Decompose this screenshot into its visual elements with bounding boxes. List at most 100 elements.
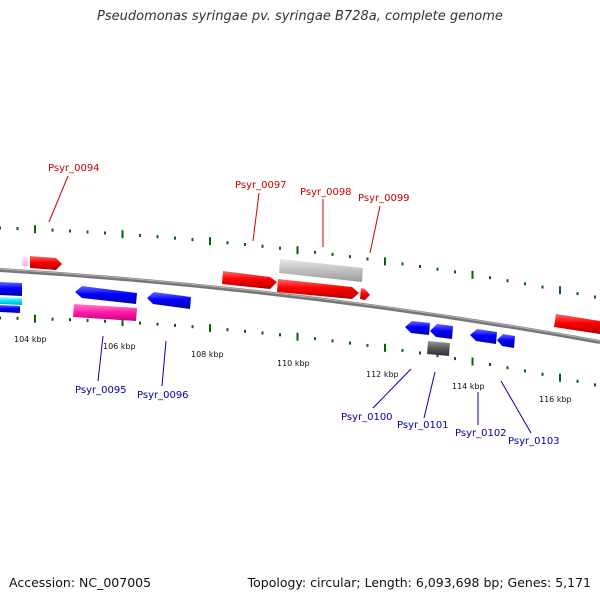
outer-tick-18 <box>314 250 316 254</box>
inner-tick-3 <box>51 317 54 321</box>
inner-tick-17 <box>296 332 299 341</box>
outer-tick-11 <box>191 238 194 242</box>
gene-psyr-0097-arrow[interactable] <box>222 271 277 289</box>
gene-psyr-0098-arrow[interactable] <box>277 279 359 299</box>
inner-tick-24 <box>419 351 421 355</box>
scale-labels: 104 kbp 106 kbp 108 kbp 110 kbp 112 kbp … <box>14 335 572 404</box>
outer-tick-10 <box>174 236 176 240</box>
gene-psyr-0095-pink-feature[interactable] <box>73 304 137 321</box>
scale-label-108: 108 kbp <box>191 350 224 359</box>
gene-label-psyr-0098[interactable]: Psyr_0098 <box>300 187 352 198</box>
outer-tick-20 <box>349 255 351 259</box>
inner-tick-8 <box>139 321 141 325</box>
inner-tick-18 <box>314 337 316 341</box>
outer-tick-28 <box>489 276 491 280</box>
leader-psyr-0103 <box>500 380 532 434</box>
scale-label-110: 110 kbp <box>277 359 310 368</box>
inner-tick-2 <box>34 314 36 323</box>
inner-tick-0 <box>0 316 1 320</box>
gene-psyr-0101-arrow[interactable] <box>430 324 453 339</box>
outer-tick-9 <box>156 235 159 239</box>
gene-label-psyr-0097[interactable]: Psyr_0097 <box>235 180 287 191</box>
scale-label-114: 114 kbp <box>452 382 485 391</box>
outer-tick-17 <box>296 246 299 255</box>
gene-label-psyr-0094[interactable]: Psyr_0094 <box>48 163 100 174</box>
leader-psyr-0097 <box>252 192 260 242</box>
gene-psyr-0098-gray-feature[interactable] <box>279 259 363 282</box>
inner-tick-29 <box>506 366 509 370</box>
outer-tick-3 <box>51 228 54 232</box>
inner-tick-25 <box>436 354 439 358</box>
outer-tick-0 <box>0 226 1 230</box>
gene-left-blue-arrow-2[interactable] <box>0 305 20 313</box>
outer-tick-7 <box>121 230 124 239</box>
leader-psyr-0100 <box>372 368 412 409</box>
inner-tick-19 <box>331 339 334 343</box>
outer-tick-33 <box>576 292 579 296</box>
inner-tick-30 <box>524 369 526 373</box>
inner-tick-11 <box>191 325 194 329</box>
top-gene-labels: Psyr_0094 Psyr_0097 Psyr_0098 Psyr_0099 <box>48 163 410 254</box>
bottom-gene-labels: Psyr_0095 Psyr_0096 Psyr_0100 Psyr_0101 … <box>75 335 560 447</box>
gene-psyr-0099-arrow[interactable] <box>360 288 370 300</box>
gene-label-psyr-0101[interactable]: Psyr_0101 <box>397 420 449 431</box>
outer-tick-5 <box>86 230 89 234</box>
scale-label-106: 106 kbp <box>103 342 136 351</box>
map-title: Pseudomonas syringae pv. syringae B728a,… <box>97 9 503 24</box>
outer-tick-31 <box>541 285 544 289</box>
outer-tick-34 <box>594 295 596 299</box>
gene-label-psyr-0096[interactable]: Psyr_0096 <box>137 390 189 401</box>
gene-psyr-0103-arrow[interactable] <box>497 334 515 348</box>
inner-tick-5 <box>86 318 89 322</box>
outer-tick-21 <box>366 257 369 261</box>
inner-tick-12 <box>209 324 211 333</box>
inner-tick-14 <box>244 329 246 333</box>
inner-tick-28 <box>489 363 491 366</box>
gene-left-cyan-feature[interactable] <box>0 297 22 305</box>
gene-psyr-0101-dark-feature[interactable] <box>427 341 450 356</box>
leader-psyr-0095 <box>97 335 104 382</box>
gene-label-psyr-0102[interactable]: Psyr_0102 <box>455 428 507 439</box>
leader-psyr-0101 <box>423 371 436 419</box>
outer-tick-26 <box>454 270 456 274</box>
outer-tick-19 <box>331 252 334 256</box>
outer-tick-track <box>0 225 596 299</box>
gene-psyr-0102-arrow[interactable] <box>470 329 497 344</box>
gene-psyr-0100-arrow[interactable] <box>405 321 430 335</box>
gene-psyr-0096-arrow[interactable] <box>147 292 191 309</box>
gene-label-psyr-0103[interactable]: Psyr_0103 <box>508 436 560 447</box>
gene-left-blue-arrow-1[interactable] <box>0 282 22 296</box>
genome-backbone-highlight <box>0 268 600 342</box>
inner-tick-10 <box>174 323 176 327</box>
gene-psyr-0094-arrow[interactable] <box>30 256 62 270</box>
scale-label-104: 104 kbp <box>14 335 47 344</box>
inner-tick-31 <box>541 372 544 376</box>
inner-tick-27 <box>471 357 474 366</box>
inner-tick-22 <box>384 343 386 352</box>
gene-label-psyr-0100[interactable]: Psyr_0100 <box>341 412 393 423</box>
inner-tick-track <box>0 314 596 387</box>
outer-tick-22 <box>384 257 386 266</box>
outer-tick-13 <box>226 241 229 245</box>
inner-tick-9 <box>156 322 159 326</box>
leader-psyr-0099 <box>369 205 381 254</box>
genome-summary-text: Topology: circular; Length: 6,093,698 bp… <box>247 575 591 590</box>
inner-tick-32 <box>559 373 561 382</box>
inner-tick-20 <box>349 341 351 345</box>
inner-tick-4 <box>69 318 71 322</box>
outer-tick-16 <box>279 246 281 250</box>
outer-tick-14 <box>244 243 246 246</box>
feature-light-pink[interactable] <box>22 257 28 266</box>
inner-tick-15 <box>261 331 264 335</box>
outer-tick-27 <box>471 270 474 279</box>
gene-right-red-arrow[interactable] <box>554 314 600 334</box>
outer-tick-4 <box>69 229 71 233</box>
outer-tick-1 <box>16 227 19 231</box>
outer-tick-23 <box>401 262 404 266</box>
gene-label-psyr-0099[interactable]: Psyr_0099 <box>358 193 410 204</box>
gene-psyr-0095-arrow[interactable] <box>75 286 137 304</box>
outer-tick-24 <box>419 265 421 268</box>
leader-psyr-0096 <box>161 340 167 387</box>
gene-label-psyr-0095[interactable]: Psyr_0095 <box>75 385 127 396</box>
